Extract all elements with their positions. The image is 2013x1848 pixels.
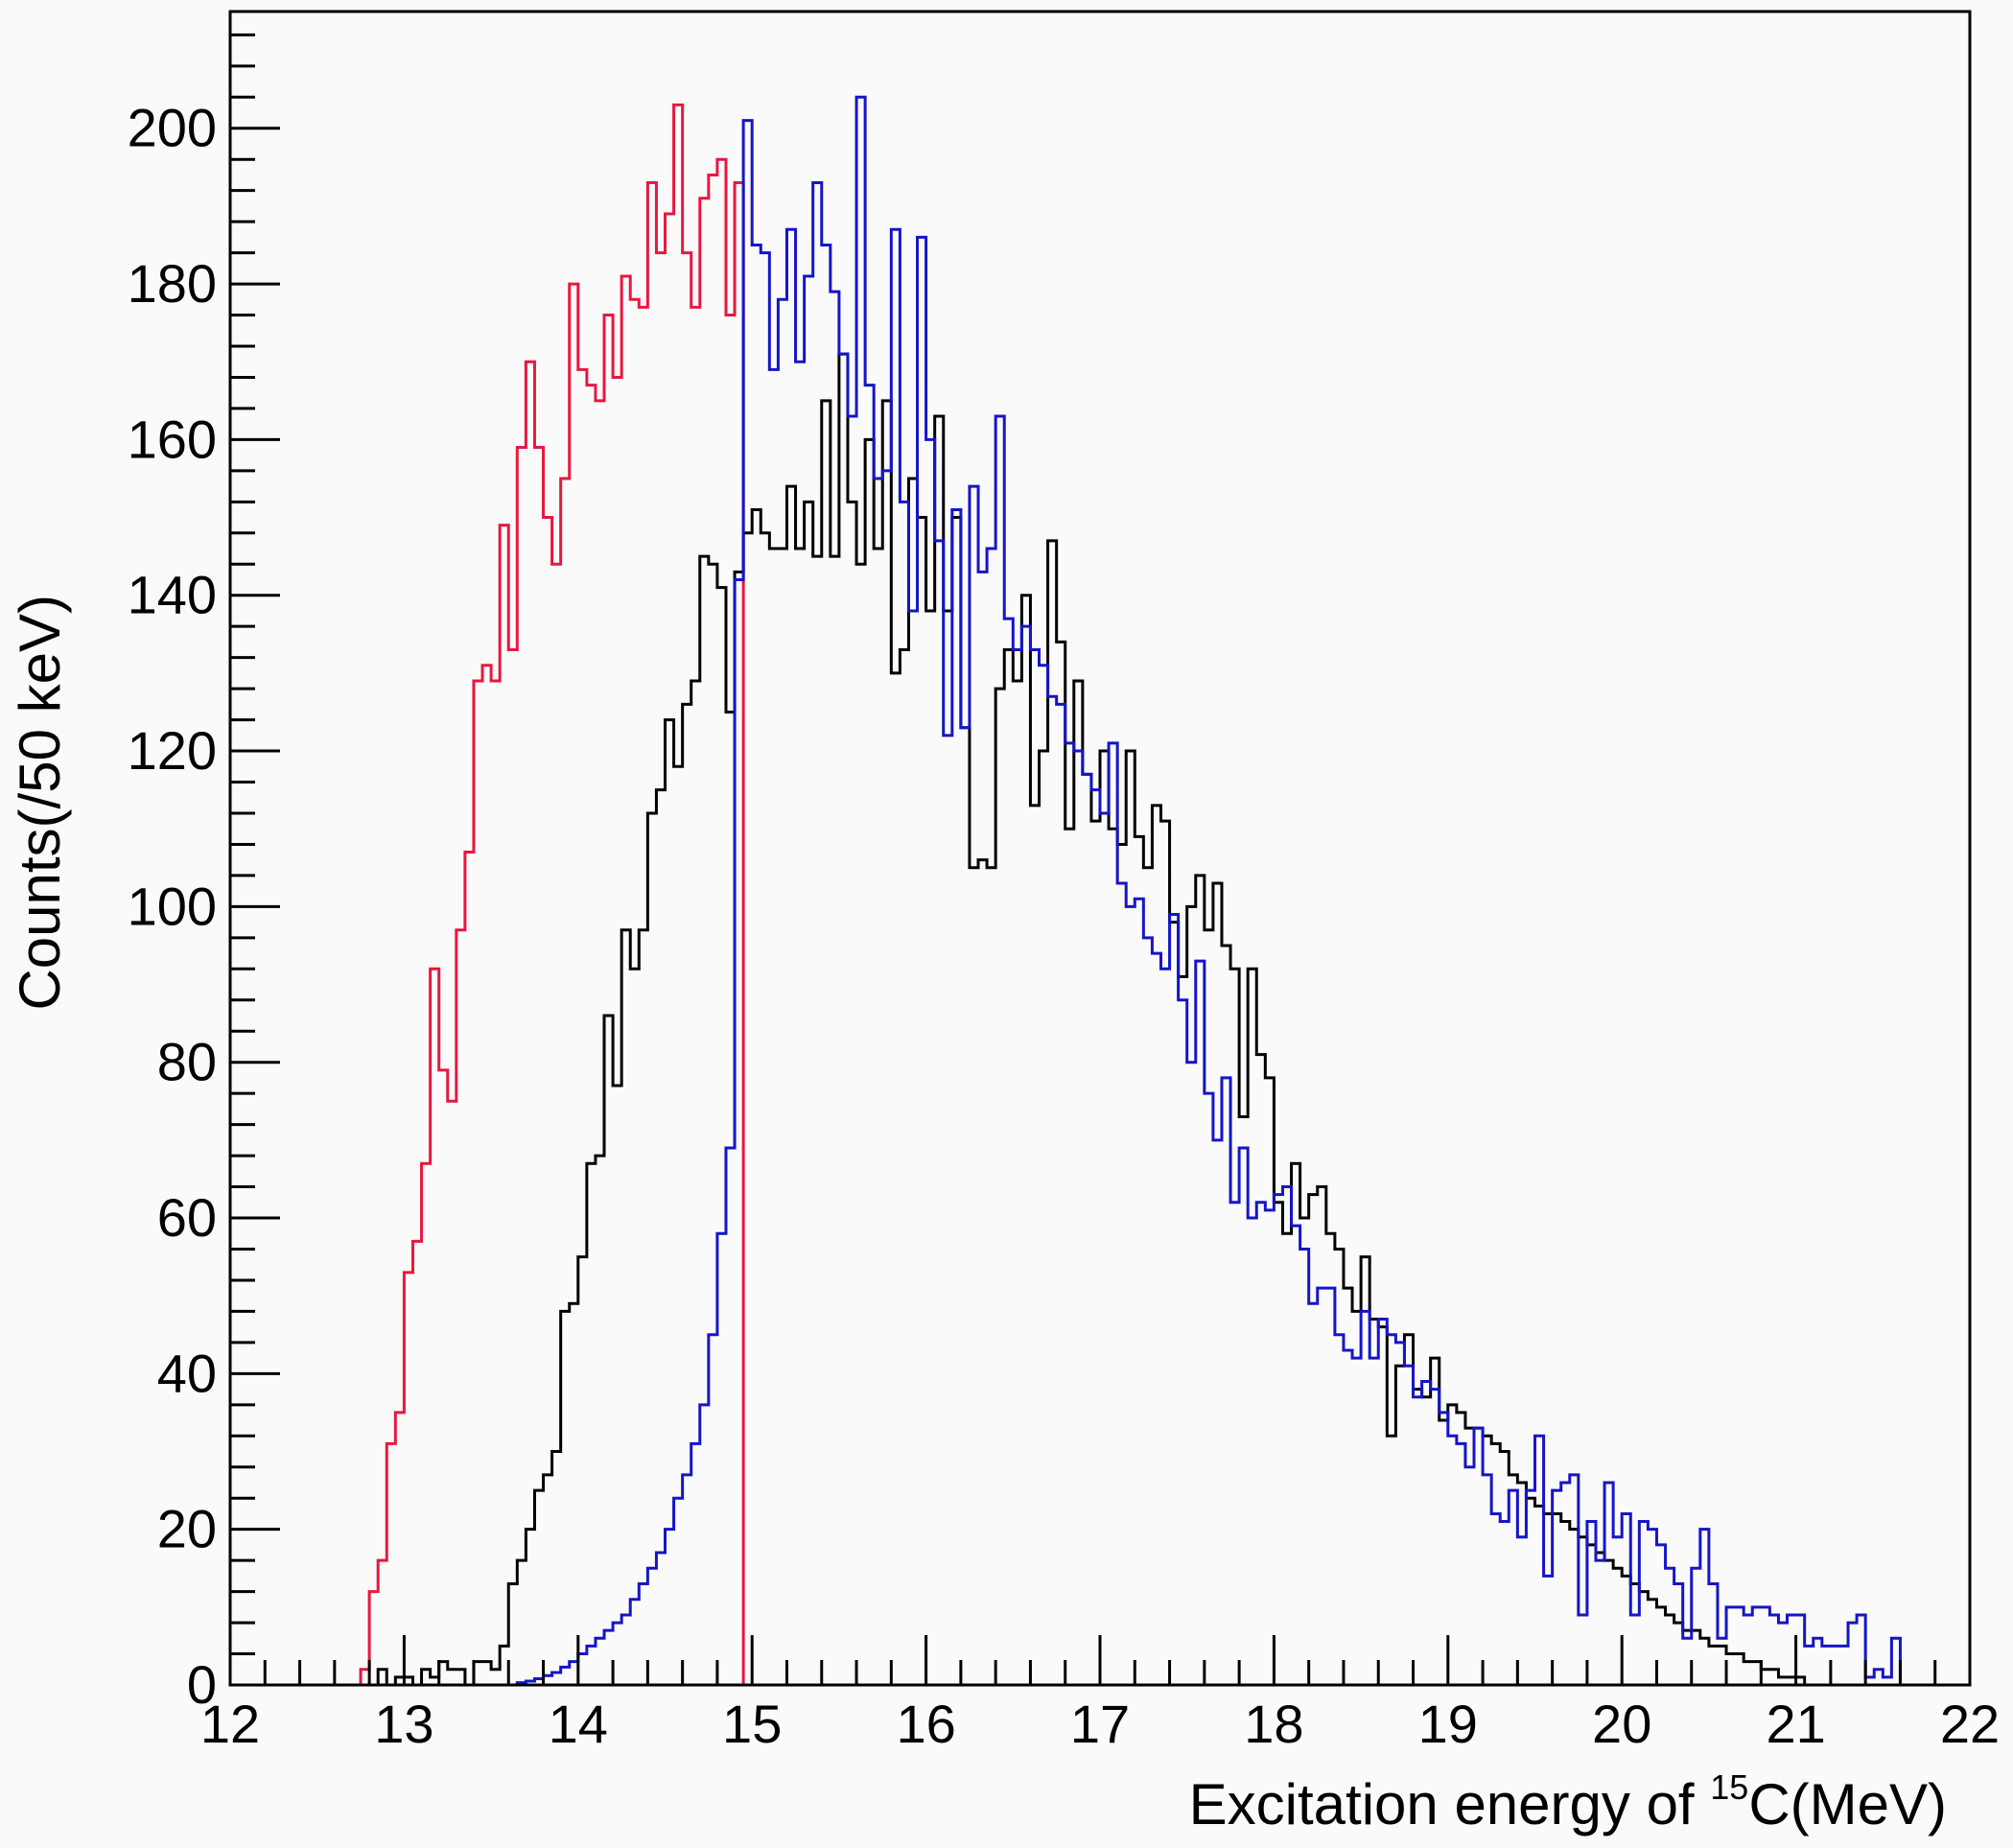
series-3-line	[230, 95, 1902, 1687]
y-tick-label: 20	[157, 1499, 217, 1559]
y-tick-label: 120	[128, 720, 217, 781]
x-axis-title-suffix: C(MeV)	[1748, 1772, 1947, 1836]
x-axis-title-superscript: 15	[1710, 1767, 1748, 1807]
x-tick-label: 17	[1070, 1694, 1130, 1754]
x-axis-title-prefix: Excitation energy of	[1189, 1772, 1711, 1836]
x-tick-label: 19	[1418, 1694, 1478, 1754]
y-tick-label: 180	[128, 253, 217, 314]
x-tick-label: 14	[549, 1694, 608, 1754]
series-1-line	[230, 103, 745, 1687]
y-tick-label: 200	[128, 98, 217, 158]
x-tick-label: 22	[1940, 1694, 2000, 1754]
y-tick-label: 100	[128, 876, 217, 936]
series-2-line	[230, 352, 1807, 1687]
y-tick-labels: 0 20 40 60 80 100 120 140 160 180 200	[128, 98, 217, 1715]
x-tick-label: 15	[722, 1694, 782, 1754]
x-tick-label: 18	[1244, 1694, 1303, 1754]
x-axis-title: Excitation energy of 15C(MeV)	[1189, 1767, 1947, 1836]
y-tick-label: 60	[157, 1187, 217, 1248]
plot-frame	[228, 10, 1972, 1687]
ticks-layer	[228, 33, 1972, 1687]
y-tick-label: 0	[187, 1654, 217, 1715]
series-layer	[230, 95, 1902, 1687]
x-tick-label: 16	[896, 1694, 955, 1754]
y-tick-label: 40	[157, 1343, 217, 1403]
y-tick-label: 140	[128, 565, 217, 625]
x-tick-labels: 12 13 14 15 16 17 18 19 20 21 22	[200, 1694, 2000, 1754]
x-tick-label: 20	[1592, 1694, 1651, 1754]
y-tick-label: 160	[128, 409, 217, 469]
x-tick-label: 13	[374, 1694, 433, 1754]
x-tick-label: 12	[200, 1694, 260, 1754]
x-tick-label: 21	[1766, 1694, 1825, 1754]
y-tick-label: 80	[157, 1032, 217, 1092]
y-axis-title: Counts(/50 keV)	[8, 595, 72, 1011]
